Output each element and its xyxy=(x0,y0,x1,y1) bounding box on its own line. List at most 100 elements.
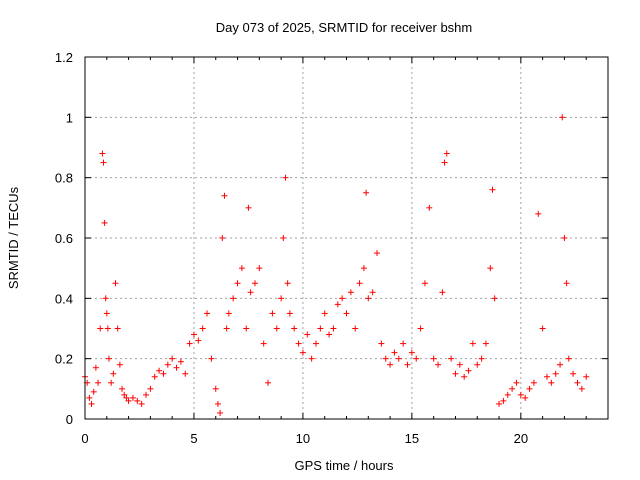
data-point xyxy=(299,349,306,356)
data-point xyxy=(104,325,111,332)
data-point xyxy=(478,355,485,362)
data-point xyxy=(583,373,590,380)
data-point xyxy=(543,373,550,380)
data-point xyxy=(496,400,503,407)
data-point xyxy=(108,379,115,386)
data-point xyxy=(552,370,559,377)
chart-title: Day 073 of 2025, SRMTID for receiver bsh… xyxy=(216,20,473,35)
data-point xyxy=(265,379,272,386)
data-point xyxy=(522,394,529,401)
data-point xyxy=(347,289,354,296)
data-point xyxy=(395,355,402,362)
data-point xyxy=(330,325,337,332)
data-point xyxy=(208,355,215,362)
data-point xyxy=(99,150,106,157)
data-point xyxy=(465,367,472,374)
data-point xyxy=(199,325,206,332)
data-point xyxy=(435,361,442,368)
data-point xyxy=(578,385,585,392)
data-point xyxy=(382,355,389,362)
data-point xyxy=(334,301,341,308)
data-point xyxy=(570,370,577,377)
data-point xyxy=(97,325,104,332)
data-points xyxy=(82,114,590,416)
data-point xyxy=(312,340,319,347)
data-point xyxy=(404,361,411,368)
data-point xyxy=(284,280,291,287)
data-point xyxy=(574,379,581,386)
data-point xyxy=(217,409,224,416)
data-point xyxy=(421,280,428,287)
data-point xyxy=(190,331,197,338)
data-point xyxy=(565,355,572,362)
data-point xyxy=(474,361,481,368)
data-point xyxy=(119,385,126,392)
data-point xyxy=(169,355,176,362)
x-axis-label: GPS time / hours xyxy=(295,458,394,473)
data-point xyxy=(356,280,363,287)
data-point xyxy=(317,325,324,332)
data-point xyxy=(103,310,110,317)
y-tick-label: 1.2 xyxy=(55,50,73,65)
data-point xyxy=(282,174,289,181)
data-point xyxy=(456,361,463,368)
data-point xyxy=(195,337,202,344)
data-point xyxy=(251,280,258,287)
data-point xyxy=(186,340,193,347)
data-point xyxy=(441,159,448,166)
data-point xyxy=(123,394,130,401)
data-point xyxy=(417,325,424,332)
y-tick-label: 0.6 xyxy=(55,231,73,246)
y-tick-label: 0.4 xyxy=(55,291,73,306)
data-point xyxy=(509,385,516,392)
data-point xyxy=(147,385,154,392)
data-point xyxy=(339,295,346,302)
x-tick-labels: 0 5 10 15 20 xyxy=(81,431,528,446)
data-point xyxy=(105,355,112,362)
data-point xyxy=(561,235,568,241)
data-point xyxy=(286,310,293,317)
y-tick-label: 0.2 xyxy=(55,352,73,367)
data-point xyxy=(491,295,498,302)
data-point xyxy=(369,289,376,296)
data-point xyxy=(489,186,496,193)
data-point xyxy=(247,289,254,296)
data-point xyxy=(269,310,276,317)
data-point xyxy=(469,340,476,347)
data-point xyxy=(280,235,287,241)
data-point xyxy=(177,358,184,365)
data-point xyxy=(426,204,433,211)
data-point xyxy=(452,370,459,377)
data-point xyxy=(138,400,145,407)
x-tick-label: 5 xyxy=(190,431,197,446)
data-point xyxy=(363,189,370,196)
data-point xyxy=(230,295,237,302)
data-point xyxy=(243,325,250,332)
data-point xyxy=(487,265,494,272)
data-point xyxy=(360,265,367,272)
data-point xyxy=(387,361,394,368)
data-point xyxy=(482,340,489,347)
data-point xyxy=(557,361,564,368)
data-point xyxy=(391,349,398,356)
data-point xyxy=(365,295,372,302)
data-point xyxy=(160,370,167,377)
data-point xyxy=(517,391,524,398)
y-tick-label: 0.8 xyxy=(55,171,73,186)
data-point xyxy=(408,349,415,356)
data-point xyxy=(308,355,315,362)
data-point xyxy=(535,210,542,217)
data-point xyxy=(214,400,221,407)
data-point xyxy=(430,355,437,362)
data-point xyxy=(295,340,302,347)
data-point xyxy=(245,204,252,211)
data-point xyxy=(530,379,537,386)
data-point xyxy=(182,370,189,377)
data-point xyxy=(448,355,455,362)
data-point xyxy=(100,159,107,166)
data-point xyxy=(143,391,150,398)
data-point xyxy=(539,325,546,332)
data-point xyxy=(260,340,267,347)
data-point xyxy=(92,364,99,371)
